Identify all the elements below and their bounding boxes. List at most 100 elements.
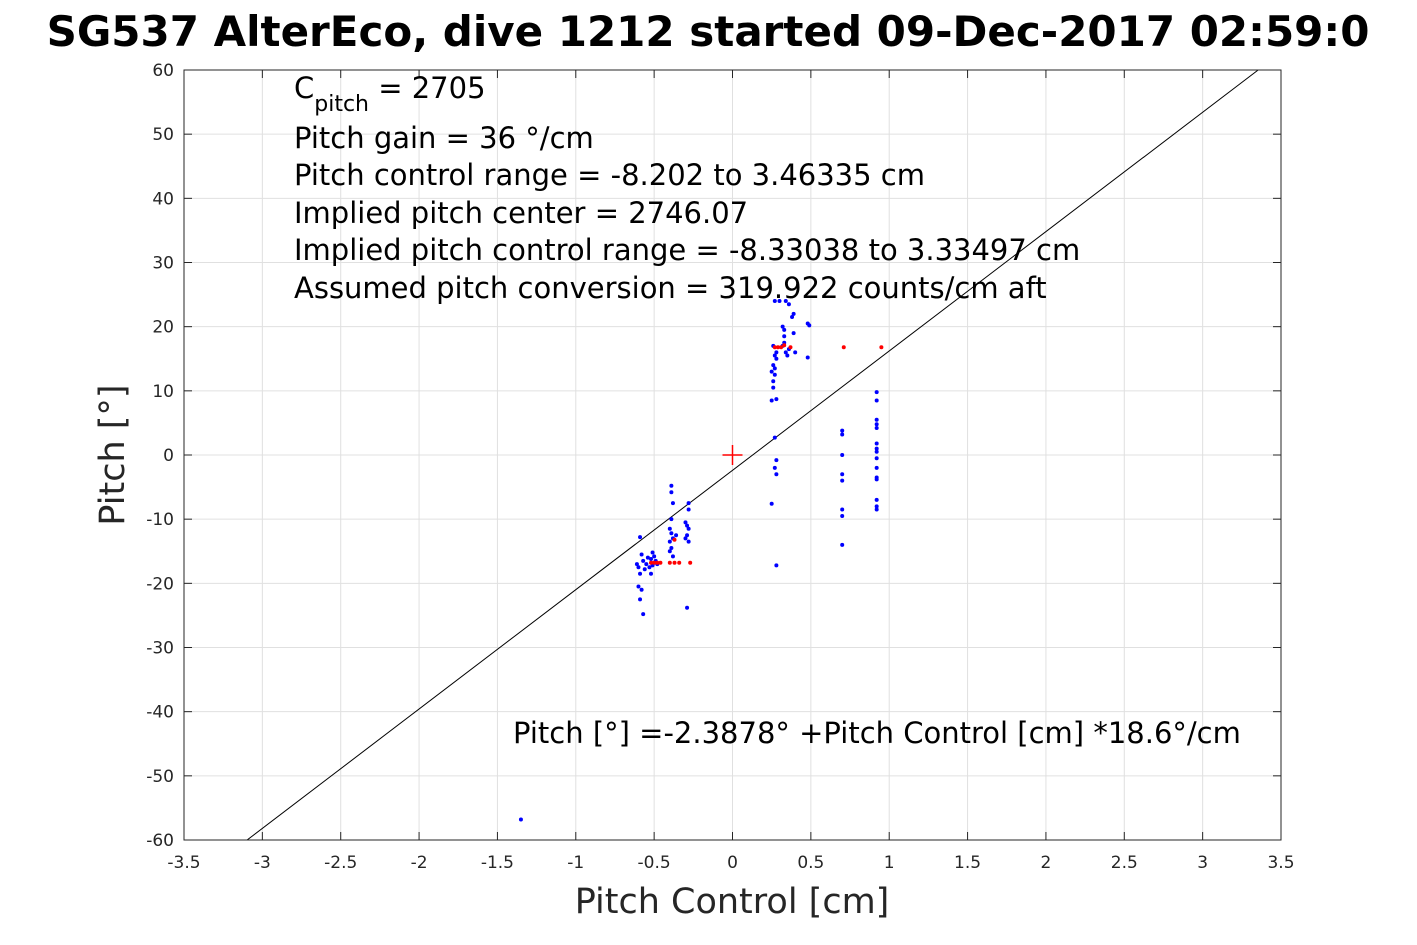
y-tick-label: 60	[152, 61, 174, 81]
observed-point	[840, 542, 845, 547]
observed-point	[791, 331, 796, 336]
observed-point	[686, 539, 691, 544]
observed-point	[670, 554, 675, 559]
highlighted-point	[788, 345, 793, 350]
observed-point	[780, 324, 785, 329]
highlighted-point	[841, 345, 846, 350]
c-pitch-subscript: pitch	[314, 92, 369, 117]
c-pitch-symbol: C	[294, 71, 314, 105]
observed-point	[774, 563, 779, 568]
observed-point	[634, 562, 639, 567]
observed-point	[771, 385, 776, 390]
observed-point	[772, 366, 777, 371]
fit-line	[246, 69, 1259, 841]
highlighted-point	[672, 537, 677, 542]
observed-point	[774, 397, 779, 402]
observed-point	[840, 472, 845, 477]
observed-point	[670, 501, 675, 506]
observed-point	[683, 536, 688, 541]
fit-line-layer	[246, 69, 1259, 841]
observed-point	[686, 501, 691, 506]
observed-point	[683, 520, 688, 525]
observed-point	[874, 507, 879, 512]
pitch-conversion-annotation: Assumed pitch conversion = 319.922 count…	[294, 271, 1047, 305]
observed-point	[782, 327, 787, 332]
x-tick-label: 3.5	[1267, 853, 1294, 873]
observed-point	[874, 390, 879, 395]
x-tick-label: -0.5	[638, 853, 671, 873]
c-pitch-annotation: Cpitch = 2705	[294, 71, 486, 117]
observed-point	[649, 556, 654, 561]
y-tick-label: 40	[152, 189, 174, 209]
y-tick-label: -20	[146, 574, 174, 594]
y-tick-label: 50	[152, 125, 174, 145]
observed-point	[647, 565, 652, 570]
observed-point	[874, 465, 879, 470]
observed-point	[785, 353, 790, 358]
observed-point	[772, 353, 777, 358]
observed-point	[685, 605, 690, 610]
observed-point	[790, 315, 795, 320]
y-tick-label: -30	[146, 639, 174, 659]
observed-point	[685, 533, 690, 538]
observed-point	[840, 513, 845, 518]
observed-point	[772, 372, 777, 377]
y-tick-label: -60	[146, 831, 174, 851]
implied-range-annotation: Implied pitch control range = -8.33038 t…	[294, 233, 1080, 267]
highlighted-point	[672, 560, 677, 565]
x-tick-label: 1	[884, 853, 895, 873]
observed-point	[771, 379, 776, 384]
y-tick-label: 10	[152, 382, 174, 402]
observed-point	[649, 571, 654, 576]
y-tick-label: -10	[146, 510, 174, 530]
observed-point	[783, 299, 788, 303]
observed-point	[652, 554, 657, 559]
observed-point	[807, 323, 812, 328]
x-tick-label: 2.5	[1111, 853, 1138, 873]
highlighted-point	[782, 343, 787, 348]
highlighted-point	[688, 560, 693, 565]
observed-point	[667, 526, 672, 531]
highlighted-point	[655, 560, 660, 565]
x-tick-label: -1.5	[481, 853, 514, 873]
observed-point	[791, 311, 796, 316]
x-tick-label: -3.5	[167, 853, 200, 873]
observed-point	[874, 398, 879, 403]
observed-point	[641, 612, 646, 617]
x-axis-label: Pitch Control [cm]	[575, 882, 890, 922]
observed-point	[638, 571, 643, 576]
observed-point	[805, 355, 810, 360]
highlighted-point	[879, 345, 884, 350]
pitch-control-range-annotation: Pitch control range = -8.202 to 3.46335 …	[294, 158, 925, 192]
x-tick-label: 3	[1197, 853, 1208, 873]
observed-point	[639, 552, 644, 557]
fit-equation-annotation: Pitch [°] =-2.3878° +Pitch Control [cm] …	[513, 716, 1241, 750]
observed-point	[874, 477, 879, 482]
observed-point	[874, 449, 879, 454]
grid	[184, 70, 1281, 840]
observed-point	[636, 565, 641, 570]
observed-point	[645, 555, 650, 560]
observed-point	[669, 490, 674, 495]
y-tick-label: 30	[152, 254, 174, 274]
observed-point	[669, 531, 674, 536]
observed-point	[644, 562, 649, 567]
y-tick-label: 0	[163, 446, 174, 466]
x-tick-label: 1.5	[954, 853, 981, 873]
x-tick-label: -2.5	[324, 853, 357, 873]
observed-point	[769, 369, 774, 374]
observed-point	[669, 483, 674, 488]
data-points	[518, 299, 884, 822]
observed-point	[769, 501, 774, 506]
y-axis-label: Pitch [°]	[93, 384, 133, 525]
observed-point	[840, 478, 845, 483]
x-tick-label: 0.5	[797, 853, 824, 873]
highlighted-point	[677, 560, 682, 565]
observed-point	[874, 497, 879, 502]
observed-point	[786, 302, 791, 307]
observed-point	[686, 526, 691, 531]
observed-point	[769, 398, 774, 403]
x-tick-label: 2	[1041, 853, 1052, 873]
implied-pitch-center-annotation: Implied pitch center = 2746.07	[294, 196, 748, 230]
